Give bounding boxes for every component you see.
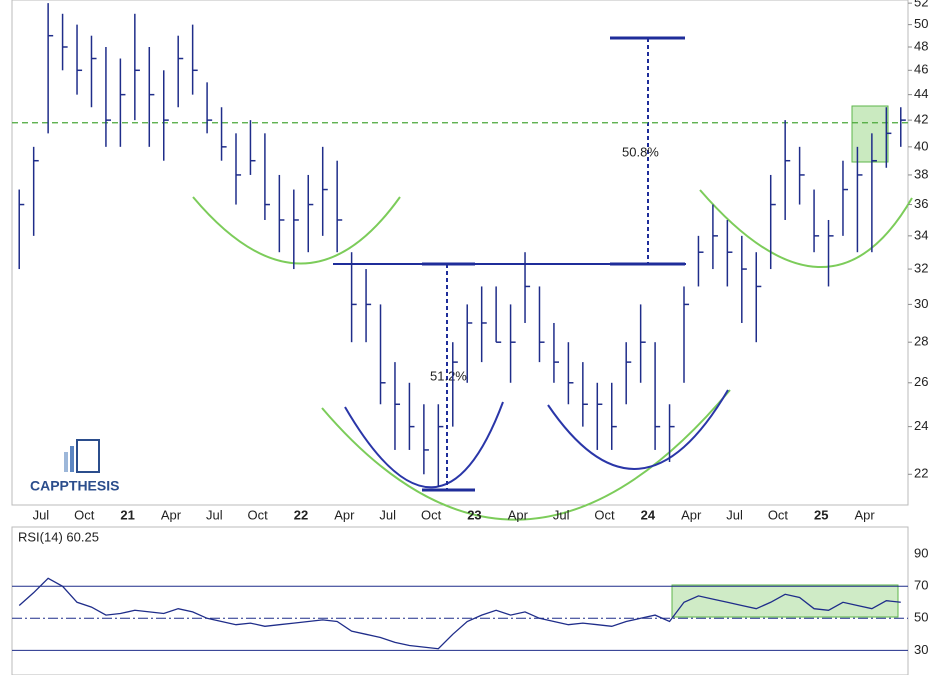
arc [699,189,913,268]
x-tick-label: Oct [74,507,95,522]
x-tick-label: 24 [641,507,656,522]
logo-text: CAPPTHESIS [30,478,119,494]
y-tick-label: 26 [914,374,928,389]
logo-icon [64,452,68,472]
y-tick-label: 22 [914,466,928,481]
arc [344,401,504,489]
x-tick-label: 21 [120,507,134,522]
logo-icon [70,446,74,472]
x-tick-label: Jul [33,507,50,522]
price-panel [11,0,909,506]
rsi-box [671,584,899,618]
arc [547,389,729,470]
annotation: 51.2% [430,368,467,383]
measure [446,38,649,490]
x-tick-label: Oct [421,507,442,522]
x-tick-label: Oct [768,507,789,522]
y-tick-label: 70 [914,578,928,593]
annotation: 50.8% [622,144,659,159]
arc [321,389,731,521]
y-tick-label: 42 [914,112,928,127]
y-tick-label: 28 [914,334,928,349]
y-tick-label: 48 [914,38,928,53]
y-tick-label: 38 [914,166,928,181]
x-tick-label: Oct [248,507,269,522]
y-tick-label: 32 [914,260,928,275]
y-tick-label: 50 [914,16,928,31]
x-tick-label: Jul [553,507,570,522]
patterns [192,36,913,521]
y-tick-label: 24 [914,418,928,433]
x-tick-label: Jul [379,507,396,522]
logo-icon [76,439,100,473]
y-tick-label: 44 [914,86,928,101]
x-tick-label: Apr [508,507,529,522]
rsi-line [18,577,901,650]
y-tick-label: 40 [914,138,928,153]
x-tick-label: Jul [206,507,223,522]
x-tick-label: Apr [681,507,702,522]
arc [192,196,401,265]
y-tick-label: 30 [914,296,928,311]
x-tick-label: Oct [594,507,615,522]
x-tick-label: Apr [855,507,876,522]
y-tick-label: 50 [914,610,928,625]
y-tick-label: 52 [914,0,928,10]
x-tick-label: Jul [726,507,743,522]
x-tick-label: 23 [467,507,481,522]
y-tick-label: 34 [914,227,928,242]
x-tick-label: Apr [161,507,182,522]
y-tick-label: 30 [914,642,928,657]
logo: CAPPTHESIS [30,439,119,494]
rsi-title: RSI(14) 60.25 [18,529,99,544]
x-tick-label: 25 [814,507,828,522]
x-tick-label: Apr [334,507,355,522]
x-tick-label: 22 [294,507,308,522]
y-tick-label: 90 [914,546,928,561]
y-tick-label: 36 [914,196,928,211]
y-tick-label: 46 [914,62,928,77]
